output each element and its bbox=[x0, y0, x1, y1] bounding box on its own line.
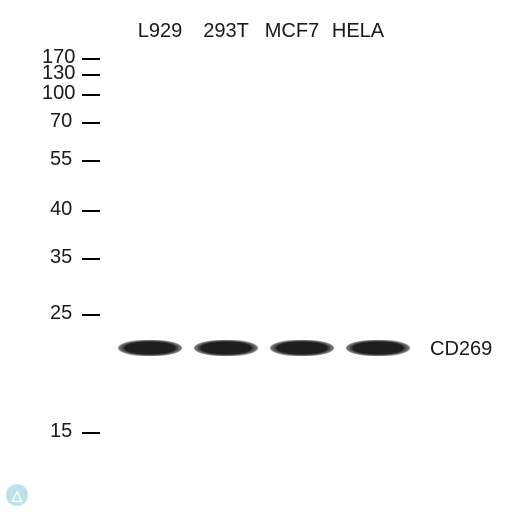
marker-25-tick bbox=[82, 314, 100, 316]
marker-25: 25 bbox=[50, 302, 72, 325]
marker-55-tick bbox=[82, 160, 100, 162]
lane-label-2: 293T bbox=[196, 20, 256, 43]
marker-35-tick bbox=[82, 258, 100, 260]
marker-35: 35 bbox=[50, 246, 72, 269]
marker-70-tick bbox=[82, 122, 100, 124]
lane-label-1: L929 bbox=[130, 20, 190, 43]
lane-label-3: MCF7 bbox=[262, 20, 322, 43]
watermark-symbol: △ bbox=[12, 487, 23, 504]
watermark-icon: △ bbox=[6, 484, 28, 506]
band-lane-4 bbox=[346, 340, 410, 356]
band-lane-1 bbox=[118, 340, 182, 356]
marker-170-tick bbox=[82, 58, 100, 60]
marker-55: 55 bbox=[50, 148, 72, 171]
marker-15: 15 bbox=[50, 420, 72, 443]
lane-header: L929 293T MCF7 HELA bbox=[130, 20, 388, 43]
marker-40-tick bbox=[82, 210, 100, 212]
target-label: CD269 bbox=[430, 338, 492, 361]
band-lane-3 bbox=[270, 340, 334, 356]
marker-40: 40 bbox=[50, 198, 72, 221]
marker-100: 100 bbox=[42, 82, 75, 105]
marker-15-tick bbox=[82, 432, 100, 434]
band-lane-2 bbox=[194, 340, 258, 356]
marker-130-tick bbox=[82, 74, 100, 76]
marker-70: 70 bbox=[50, 110, 72, 133]
lane-label-4: HELA bbox=[328, 20, 388, 43]
marker-100-tick bbox=[82, 94, 100, 96]
